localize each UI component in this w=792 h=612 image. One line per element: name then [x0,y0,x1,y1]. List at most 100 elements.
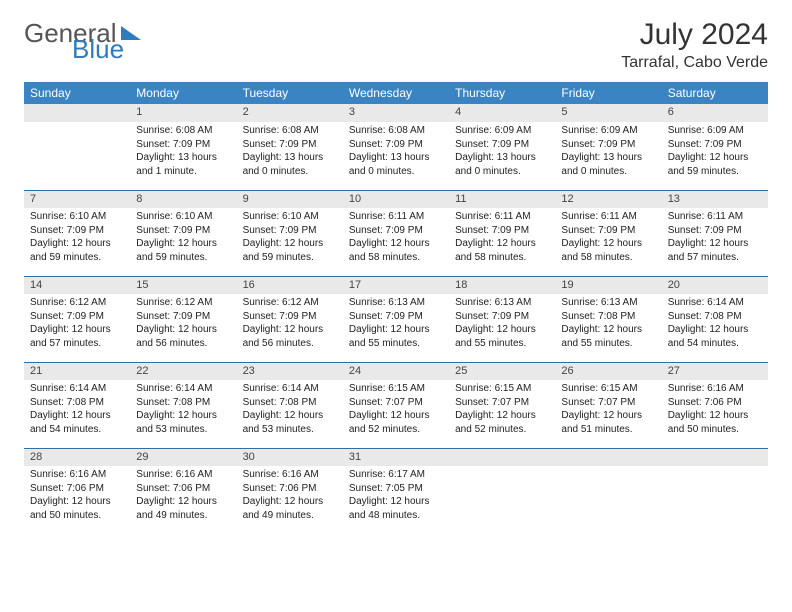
day-content-cell [449,466,555,534]
daylight-line: Daylight: 12 hours and 57 minutes. [668,237,762,264]
day-number-cell: 31 [343,448,449,466]
day-content-cell: Sunrise: 6:11 AMSunset: 7:09 PMDaylight:… [343,208,449,276]
day-number-cell: 17 [343,276,449,294]
sunset-line: Sunset: 7:09 PM [349,224,443,238]
day-number-row: 78910111213 [24,190,768,208]
sunrise-line: Sunrise: 6:15 AM [455,382,549,396]
sunrise-line: Sunrise: 6:08 AM [136,124,230,138]
weekday-header: Sunday [24,82,130,104]
daylight-line: Daylight: 12 hours and 59 minutes. [243,237,337,264]
day-content-cell: Sunrise: 6:10 AMSunset: 7:09 PMDaylight:… [24,208,130,276]
sunset-line: Sunset: 7:09 PM [136,310,230,324]
daylight-line: Daylight: 12 hours and 50 minutes. [30,495,124,522]
day-number-cell: 18 [449,276,555,294]
day-number-cell: 9 [237,190,343,208]
sunset-line: Sunset: 7:09 PM [561,224,655,238]
sunrise-line: Sunrise: 6:15 AM [349,382,443,396]
daylight-line: Daylight: 12 hours and 51 minutes. [561,409,655,436]
sunrise-line: Sunrise: 6:17 AM [349,468,443,482]
sunrise-line: Sunrise: 6:16 AM [30,468,124,482]
sunset-line: Sunset: 7:07 PM [455,396,549,410]
daylight-line: Daylight: 12 hours and 55 minutes. [455,323,549,350]
sunset-line: Sunset: 7:09 PM [349,138,443,152]
sunset-line: Sunset: 7:06 PM [668,396,762,410]
daylight-line: Daylight: 12 hours and 55 minutes. [561,323,655,350]
day-number-cell: 11 [449,190,555,208]
calendar-header-row: SundayMondayTuesdayWednesdayThursdayFrid… [24,82,768,104]
sunrise-line: Sunrise: 6:13 AM [455,296,549,310]
day-content-cell: Sunrise: 6:13 AMSunset: 7:08 PMDaylight:… [555,294,661,362]
weekday-header: Friday [555,82,661,104]
day-number-cell [662,448,768,466]
daylight-line: Daylight: 12 hours and 53 minutes. [243,409,337,436]
day-content-cell: Sunrise: 6:17 AMSunset: 7:05 PMDaylight:… [343,466,449,534]
day-number-cell: 29 [130,448,236,466]
daylight-line: Daylight: 12 hours and 50 minutes. [668,409,762,436]
weekday-header: Tuesday [237,82,343,104]
daylight-line: Daylight: 12 hours and 55 minutes. [349,323,443,350]
sunrise-line: Sunrise: 6:08 AM [349,124,443,138]
day-number-row: 28293031 [24,448,768,466]
day-content-cell: Sunrise: 6:08 AMSunset: 7:09 PMDaylight:… [130,122,236,190]
daylight-line: Daylight: 12 hours and 58 minutes. [455,237,549,264]
daylight-line: Daylight: 12 hours and 58 minutes. [349,237,443,264]
sunset-line: Sunset: 7:09 PM [30,224,124,238]
sunset-line: Sunset: 7:05 PM [349,482,443,496]
sunrise-line: Sunrise: 6:16 AM [668,382,762,396]
day-number-cell: 5 [555,104,661,122]
day-content-cell: Sunrise: 6:12 AMSunset: 7:09 PMDaylight:… [237,294,343,362]
sunset-line: Sunset: 7:09 PM [136,224,230,238]
sunset-line: Sunset: 7:09 PM [668,224,762,238]
day-content-cell: Sunrise: 6:15 AMSunset: 7:07 PMDaylight:… [343,380,449,448]
day-content-cell: Sunrise: 6:14 AMSunset: 7:08 PMDaylight:… [237,380,343,448]
day-content-cell: Sunrise: 6:08 AMSunset: 7:09 PMDaylight:… [237,122,343,190]
daylight-line: Daylight: 13 hours and 1 minute. [136,151,230,178]
sunset-line: Sunset: 7:09 PM [243,310,337,324]
day-content-cell: Sunrise: 6:13 AMSunset: 7:09 PMDaylight:… [343,294,449,362]
day-number-cell: 13 [662,190,768,208]
day-number-cell: 3 [343,104,449,122]
sunrise-line: Sunrise: 6:09 AM [561,124,655,138]
day-number-cell: 2 [237,104,343,122]
day-content-cell: Sunrise: 6:12 AMSunset: 7:09 PMDaylight:… [24,294,130,362]
sunset-line: Sunset: 7:06 PM [243,482,337,496]
sunrise-line: Sunrise: 6:11 AM [455,210,549,224]
day-content-row: Sunrise: 6:12 AMSunset: 7:09 PMDaylight:… [24,294,768,362]
day-number-cell: 25 [449,362,555,380]
day-number-cell: 14 [24,276,130,294]
sunset-line: Sunset: 7:09 PM [455,138,549,152]
day-content-cell: Sunrise: 6:15 AMSunset: 7:07 PMDaylight:… [555,380,661,448]
sunrise-line: Sunrise: 6:12 AM [243,296,337,310]
day-content-cell: Sunrise: 6:12 AMSunset: 7:09 PMDaylight:… [130,294,236,362]
day-number-cell [449,448,555,466]
header: General July 2024 Tarrafal, Cabo Verde [24,18,768,72]
sunset-line: Sunset: 7:09 PM [30,310,124,324]
brand-word-2: Blue [72,34,124,65]
daylight-line: Daylight: 12 hours and 59 minutes. [136,237,230,264]
sunrise-line: Sunrise: 6:09 AM [455,124,549,138]
day-number-row: 14151617181920 [24,276,768,294]
sunrise-line: Sunrise: 6:11 AM [349,210,443,224]
sunrise-line: Sunrise: 6:09 AM [668,124,762,138]
sunrise-line: Sunrise: 6:15 AM [561,382,655,396]
day-content-cell: Sunrise: 6:09 AMSunset: 7:09 PMDaylight:… [662,122,768,190]
daylight-line: Daylight: 12 hours and 49 minutes. [136,495,230,522]
day-number-cell: 20 [662,276,768,294]
sunrise-line: Sunrise: 6:08 AM [243,124,337,138]
sunset-line: Sunset: 7:07 PM [561,396,655,410]
title-block: July 2024 Tarrafal, Cabo Verde [621,18,768,72]
sunrise-line: Sunrise: 6:13 AM [561,296,655,310]
day-content-cell: Sunrise: 6:16 AMSunset: 7:06 PMDaylight:… [237,466,343,534]
sunrise-line: Sunrise: 6:14 AM [243,382,337,396]
daylight-line: Daylight: 12 hours and 48 minutes. [349,495,443,522]
sunset-line: Sunset: 7:09 PM [455,310,549,324]
day-content-cell: Sunrise: 6:13 AMSunset: 7:09 PMDaylight:… [449,294,555,362]
sunset-line: Sunset: 7:08 PM [243,396,337,410]
weekday-header: Monday [130,82,236,104]
sunrise-line: Sunrise: 6:10 AM [136,210,230,224]
daylight-line: Daylight: 12 hours and 58 minutes. [561,237,655,264]
sunrise-line: Sunrise: 6:13 AM [349,296,443,310]
day-content-cell: Sunrise: 6:11 AMSunset: 7:09 PMDaylight:… [449,208,555,276]
day-content-cell: Sunrise: 6:16 AMSunset: 7:06 PMDaylight:… [662,380,768,448]
day-content-cell: Sunrise: 6:09 AMSunset: 7:09 PMDaylight:… [449,122,555,190]
